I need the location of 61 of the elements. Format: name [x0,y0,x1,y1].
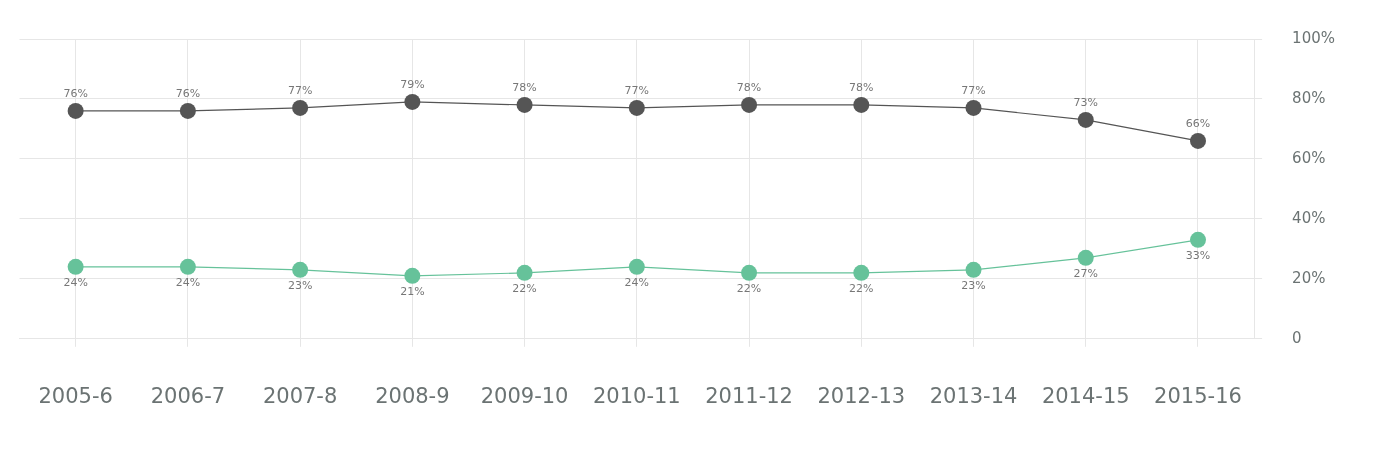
data-label: 77% [961,84,986,98]
data-label: 78% [849,81,874,95]
x-tick-label: 2006-7 [150,383,226,408]
point [853,96,870,113]
x-tick-label: 2015-16 [1154,383,1242,408]
data-label: 78% [736,81,762,95]
data-label: 22% [849,282,874,296]
point [516,264,533,281]
point [1190,132,1206,149]
x-tick-label: 2010-11 [592,383,681,408]
data-label: 33% [1185,249,1211,263]
point [516,96,533,113]
data-label: 78% [512,81,537,95]
point [741,264,758,281]
x-tick-label: 2011-12 [705,383,793,408]
point [292,99,309,116]
x-tick-label: 2005-6 [38,383,113,408]
x-tick-label: 2012-13 [817,383,906,408]
y-tick-label: 60% [1292,148,1326,167]
data-label: 76% [175,87,201,101]
point [741,96,758,113]
data-label: 79% [400,78,425,92]
data-label: 23% [961,279,986,293]
point [853,264,870,281]
point [292,261,309,278]
y-tick-label: 40% [1292,208,1326,227]
data-label: 77% [287,84,313,98]
point [1077,111,1094,128]
point [1077,249,1094,266]
y-tick-label: 100% [1292,28,1336,47]
point [628,258,645,275]
y-tick-label: 80% [1292,88,1326,107]
y-tick-label: 20% [1292,268,1326,287]
data-label: 76% [63,87,88,101]
x-tick-label: 2014-15 [1041,383,1130,408]
y-tick-label: 0 [1292,328,1302,347]
point [1190,231,1206,248]
point [179,258,196,275]
point [965,261,982,278]
point [404,93,421,110]
data-label: 24% [63,276,88,290]
data-label: 22% [512,282,537,296]
data-label: 66% [1185,117,1211,131]
data-label: 77% [624,84,650,98]
x-tick-label: 2009-10 [480,383,569,408]
point [628,99,645,116]
data-label: 27% [1073,267,1098,281]
data-label: 24% [624,276,650,290]
data-label: 22% [736,282,762,296]
point [67,258,84,275]
data-label: 21% [400,285,425,299]
point [965,99,982,116]
point [404,267,421,284]
point [179,102,196,119]
x-tick-label: 2008-9 [375,383,450,408]
x-tick-label: 2013-14 [929,383,1018,408]
data-label: 73% [1073,96,1098,110]
data-label: 24% [175,276,201,290]
data-label: 23% [287,279,313,293]
x-tick-label: 2007-8 [262,383,338,408]
point [67,102,84,119]
